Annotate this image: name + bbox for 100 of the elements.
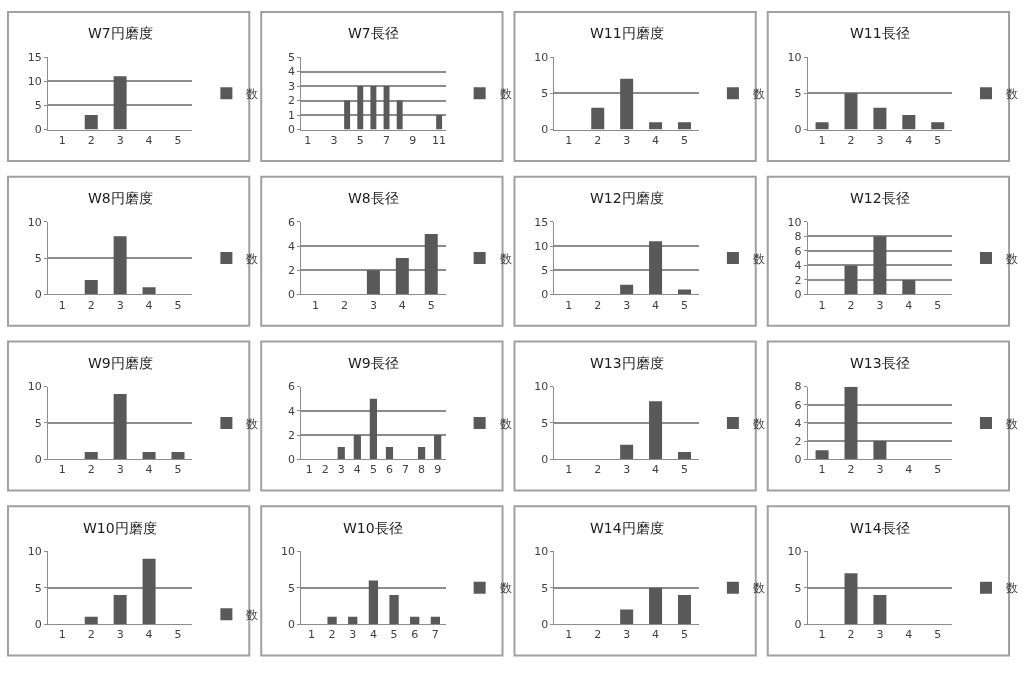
y-tick-label: 10 [534,50,549,64]
x-tick-label: 5 [174,133,182,147]
legend-label: 数 [752,86,765,101]
y-tick-label: 5 [34,581,42,595]
x-tick-label: 4 [905,298,913,312]
y-tick-label: 5 [34,416,42,430]
x-tick-label: 3 [337,463,345,477]
y-tick-label: 5 [34,251,42,265]
bar [366,270,380,295]
y-tick-label: 0 [34,453,42,467]
y-tick-label: 1 [287,108,295,122]
x-tick-label: 1 [565,463,573,477]
bar [649,587,663,625]
x-tick-label: 2 [87,298,95,312]
x-tick-label: 3 [330,133,338,147]
x-tick-label: 2 [594,628,602,642]
bar [434,435,442,460]
bar [677,122,691,130]
y-tick-label: 4 [794,416,802,430]
x-tick-label: 3 [116,133,124,147]
y-tick-label: 6 [794,398,802,412]
bar [873,236,887,295]
y-tick-label: 10 [27,75,42,89]
bar [620,284,634,295]
y-tick-label: 10 [534,545,549,559]
bar [902,279,916,295]
y-tick-label: 0 [287,617,295,631]
x-tick-label: 3 [876,298,884,312]
bar [383,86,390,130]
bar [649,241,663,295]
x-tick-label: 2 [847,463,855,477]
y-tick-label: 6 [287,380,295,394]
x-tick-label: 5 [680,133,688,147]
x-tick-label: 5 [934,298,942,312]
x-tick-label: 2 [87,628,95,642]
bar [369,398,378,460]
x-tick-label: 3 [116,298,124,312]
text: 数 [752,581,765,596]
x-tick-label: 5 [680,628,688,642]
chart-title: W12長径 [850,190,910,206]
x-tick-label: 2 [321,463,329,477]
x-tick-label: 2 [847,133,855,147]
bar [410,616,420,625]
x-tick-label: 3 [876,133,884,147]
x-tick-label: 5 [680,463,688,477]
legend-label: 数 [1006,416,1018,431]
bar [844,93,858,130]
y-tick-label: 0 [541,288,549,302]
x-tick-label: 5 [934,133,942,147]
legend-label: 数 [499,86,512,101]
y-tick-label: 10 [27,215,42,229]
y-tick-label: 10 [534,380,549,394]
chart-title: W10長径 [343,520,403,536]
bar [430,616,441,625]
y-tick-label: 10 [280,545,295,559]
x-tick-label: 5 [174,298,182,312]
y-tick-label: 2 [287,428,295,442]
bar [368,580,379,625]
x-tick-label: 7 [431,628,439,642]
x-tick-label: 3 [623,133,631,147]
legend-label: 数 [246,607,259,622]
bar [370,86,377,130]
y-tick-label: 10 [27,545,42,559]
x-tick-label: 11 [432,133,447,147]
x-tick-label: 1 [58,463,66,477]
y-tick-label: 10 [787,50,802,64]
y-tick-label: 2 [794,434,802,448]
x-tick-label: 4 [652,463,660,477]
x-tick-label: 2 [847,298,855,312]
text: 数 [246,251,259,266]
bar [389,594,399,625]
x-tick-label: 2 [340,298,348,312]
y-tick-label: 0 [34,288,42,302]
y-tick-label: 0 [287,288,295,302]
x-tick-label: 5 [427,298,435,312]
bar [620,444,634,460]
y-tick-label: 4 [794,259,802,273]
x-tick-label: 1 [307,628,315,642]
y-tick-label: 5 [34,99,42,113]
bar [84,279,98,295]
x-tick-label: 5 [934,463,942,477]
chart-title: W11円磨度 [590,25,664,41]
chart-title: W9円磨度 [88,355,153,371]
x-tick-label: 5 [174,628,182,642]
bar [436,115,443,130]
bar [385,447,394,460]
x-tick-label: 5 [934,628,942,642]
y-tick-label: 0 [794,453,802,467]
chart-title: W7長径 [348,25,399,41]
y-tick-label: 5 [541,87,549,101]
x-tick-label: 1 [304,133,312,147]
bar [815,450,829,460]
bar [677,594,691,625]
x-tick-label: 4 [353,463,361,477]
y-tick-label: 10 [534,239,549,253]
legend-label: 数 [499,416,512,431]
chart-title: W13円磨度 [590,355,664,371]
x-tick-label: 1 [305,463,313,477]
y-tick-label: 10 [787,545,802,559]
x-tick-label: 5 [369,463,377,477]
